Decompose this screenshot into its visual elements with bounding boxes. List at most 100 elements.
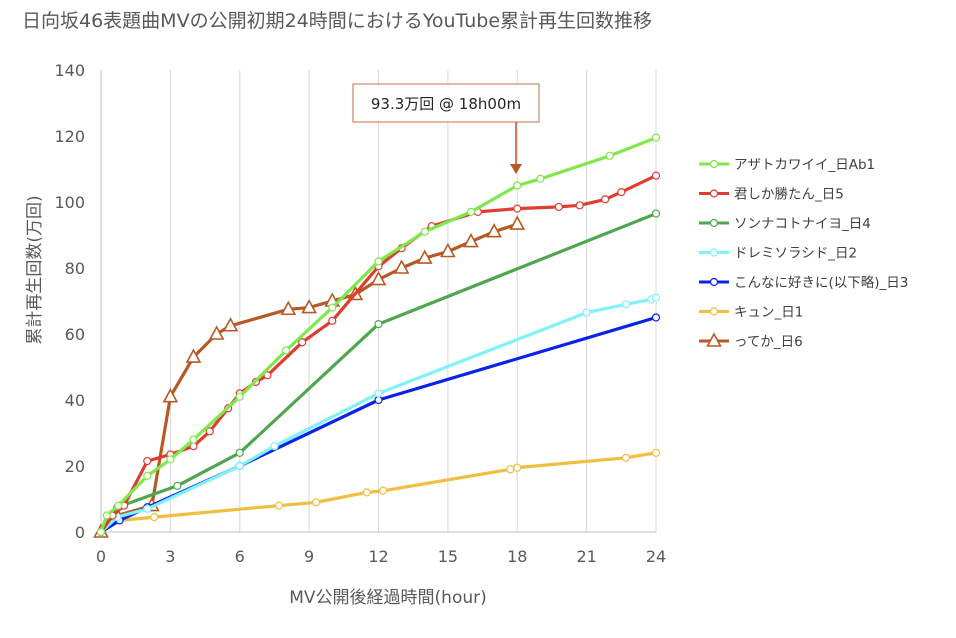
- data-point: [601, 195, 610, 204]
- y-tick-label: 140: [54, 61, 85, 80]
- series-layer: [93, 133, 661, 538]
- y-tick-label: 40: [65, 391, 85, 410]
- y-axis-title: 累計再生回数(万回): [25, 195, 45, 344]
- legend-item: ってか_日6: [699, 332, 803, 350]
- legend-marker: [709, 189, 719, 198]
- annotation-callout: 93.3万回 @ 18h00m: [352, 83, 540, 174]
- data-point: [150, 513, 159, 522]
- y-tick-label: 120: [54, 127, 85, 146]
- data-point: [651, 448, 661, 457]
- series-1: [96, 133, 661, 537]
- legend-label: キュン_日1: [734, 305, 803, 321]
- data-point: [143, 456, 152, 466]
- x-tick-label: 18: [507, 547, 527, 566]
- data-point: [235, 392, 244, 401]
- x-tick-label: 15: [438, 547, 458, 566]
- data-point: [263, 371, 272, 380]
- x-axis-title: MV公開後経過時間(hour): [289, 588, 487, 608]
- data-point: [466, 207, 476, 216]
- data-point: [621, 453, 631, 462]
- y-tick-label: 60: [65, 325, 85, 344]
- data-point: [143, 504, 152, 513]
- annotation-arrow-head: [510, 164, 522, 174]
- data-point: [374, 257, 383, 266]
- axes: 0 3 6 9 12 15 18 21 24 0 20 40 60 80 100 120 140: [54, 61, 666, 566]
- series-line: [99, 136, 658, 534]
- y-tick-label: 20: [65, 457, 85, 476]
- data-point: [173, 481, 182, 490]
- data-point: [298, 338, 307, 347]
- data-point: [605, 151, 614, 160]
- y-tick-label: 0: [75, 523, 85, 542]
- series-line: [99, 212, 658, 534]
- legend-label: ってか_日6: [734, 334, 803, 350]
- series-line: [99, 296, 658, 534]
- y-tick-label: 80: [65, 259, 85, 278]
- x-tick-label: 0: [96, 547, 106, 566]
- data-point: [513, 463, 522, 472]
- data-point: [506, 465, 515, 474]
- data-point: [162, 388, 179, 403]
- data-point: [582, 308, 591, 317]
- data-point: [420, 227, 429, 236]
- data-point: [651, 209, 661, 218]
- data-point: [536, 174, 545, 183]
- x-tick-label: 3: [165, 547, 175, 566]
- legend-label: こんなに好きに(以下略)_日3: [734, 275, 908, 291]
- x-tick-label: 9: [304, 547, 314, 566]
- data-point: [416, 249, 433, 264]
- data-point: [651, 133, 661, 142]
- data-point: [651, 171, 661, 180]
- data-point: [311, 498, 321, 507]
- data-point: [274, 501, 284, 510]
- data-point: [486, 223, 502, 238]
- legend-item: アザトカワイイ_日Ab1: [699, 157, 875, 173]
- data-point: [617, 188, 626, 197]
- data-point: [189, 435, 198, 444]
- data-point: [393, 259, 410, 274]
- data-point: [205, 427, 214, 436]
- data-point: [280, 300, 297, 316]
- data-point: [651, 293, 661, 302]
- data-point: [374, 320, 383, 329]
- legend-label: 君しか勝たん_日5: [734, 187, 844, 203]
- data-point: [575, 201, 584, 210]
- legend-marker: [706, 332, 722, 347]
- data-point: [166, 455, 175, 464]
- legend-marker: [709, 277, 719, 287]
- data-point: [208, 325, 225, 340]
- data-point: [281, 346, 291, 355]
- data-point: [328, 303, 337, 312]
- legend-marker: [709, 248, 719, 257]
- data-point: [235, 461, 244, 471]
- annotation-box: [352, 83, 540, 123]
- data-point: [509, 215, 526, 230]
- x-tick-label: 6: [235, 547, 245, 566]
- data-point: [301, 298, 317, 314]
- data-point: [185, 348, 202, 363]
- data-point: [463, 232, 479, 248]
- data-point: [621, 300, 631, 309]
- data-point: [328, 316, 337, 325]
- data-point: [235, 448, 244, 457]
- legend: アザトカワイイ_日Ab1 君しか勝たん_日5 ソンナコトナイヨ_日4 ドレミソラシド_…: [699, 157, 908, 350]
- data-point: [362, 488, 372, 497]
- legend-marker: [709, 218, 719, 228]
- legend-marker: [709, 307, 719, 316]
- legend-label: アザトカワイイ_日Ab1: [734, 157, 875, 173]
- legend-item: ソンナコトナイヨ_日4: [699, 216, 871, 232]
- data-point: [651, 313, 661, 322]
- x-tick-label: 24: [646, 547, 666, 566]
- data-point: [554, 202, 563, 212]
- legend-label: ドレミソラシド_日2: [734, 246, 857, 262]
- data-point: [222, 317, 239, 332]
- data-point: [374, 395, 383, 405]
- data-point: [513, 181, 522, 190]
- legend-item: キュン_日1: [699, 305, 803, 321]
- legend-item: こんなに好きに(以下略)_日3: [699, 275, 908, 291]
- data-point: [374, 389, 383, 398]
- series-line: [99, 222, 519, 534]
- y-tick-label: 100: [54, 193, 85, 212]
